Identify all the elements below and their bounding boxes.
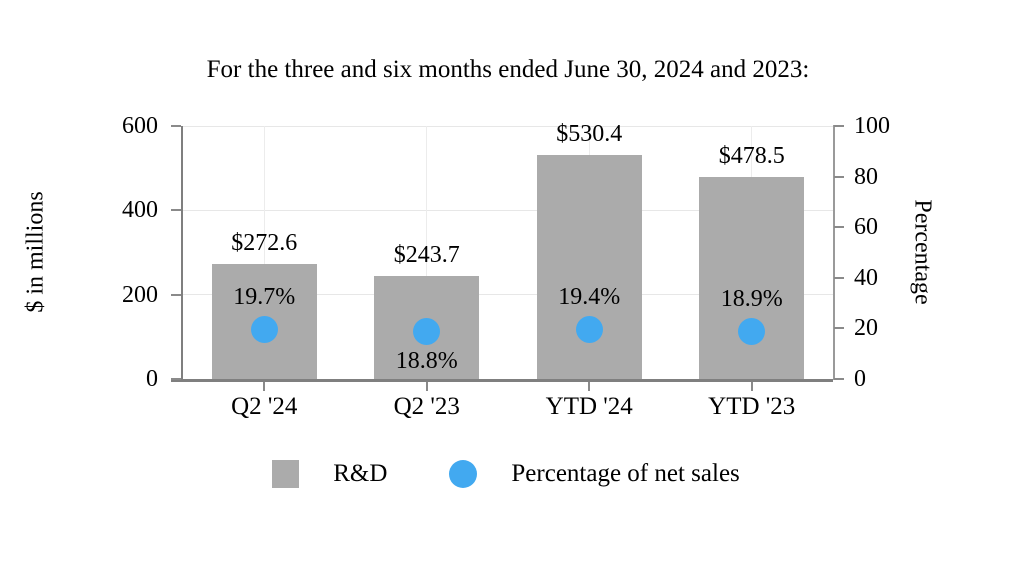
chart-legend: R&D Percentage of net sales: [0, 460, 1012, 488]
left-axis-tick: [171, 125, 181, 127]
percentage-label: 18.8%: [395, 347, 458, 374]
bottom-axis-line: [171, 379, 833, 382]
left-axis-tick-label: 200: [122, 281, 158, 308]
percentage-dot: [413, 317, 441, 345]
h-gridline: [183, 209, 833, 211]
rd-legend-swatch: [272, 460, 300, 488]
percentage-dot: [575, 316, 603, 344]
percentage-legend-label: Percentage of net sales: [511, 460, 740, 487]
rd-bar: [699, 177, 805, 379]
bar-value-label: $478.5: [718, 143, 785, 170]
x-axis-tick: [425, 381, 428, 391]
percentage-label: 19.7%: [233, 283, 296, 310]
v-gridline: [263, 126, 265, 379]
left-axis-title-text: $ in millions: [22, 191, 49, 313]
x-category-label: YTD '24: [545, 393, 633, 420]
bar-value-label: $243.7: [393, 242, 460, 269]
percentage-legend-swatch: [449, 460, 478, 488]
h-gridline: [183, 294, 833, 296]
right-axis-tick-label: 20: [854, 315, 878, 342]
x-axis-tick: [750, 381, 753, 391]
left-axis-tick-label: 0: [146, 366, 158, 392]
v-gridline: [426, 126, 428, 379]
right-axis-tick-label: 60: [854, 214, 878, 241]
left-axis-line: [181, 126, 183, 381]
right-axis-line: [833, 125, 835, 380]
left-axis-tick: [171, 293, 181, 296]
right-axis-tick: [834, 226, 844, 229]
right-axis-tick-label: 100: [854, 113, 890, 139]
h-gridline: [183, 125, 833, 127]
right-axis-tick: [834, 276, 844, 279]
x-category-label: Q2 '24: [231, 393, 298, 420]
left-axis-tick: [171, 378, 181, 380]
rd-bar: [536, 155, 642, 379]
x-axis-tick: [588, 381, 591, 391]
right-axis-tick: [834, 125, 844, 127]
right-axis-tick: [834, 175, 844, 178]
x-category-label: Q2 '23: [393, 393, 460, 420]
legend-entry-rd: R&D: [272, 460, 387, 488]
right-axis-tick: [834, 378, 844, 380]
percentage-label: 18.9%: [720, 285, 783, 312]
percentage-dot: [738, 317, 766, 345]
right-axis-tick-label: 0: [854, 366, 866, 392]
x-axis-tick: [263, 381, 266, 391]
rd-legend-label: R&D: [333, 460, 388, 487]
left-axis-tick: [171, 209, 181, 212]
bar-value-label: $272.6: [231, 230, 298, 257]
left-axis-tick-label: 400: [122, 197, 158, 224]
legend-entry-percentage: Percentage of net sales: [449, 460, 740, 488]
right-axis-tick-label: 40: [854, 264, 878, 291]
percentage-label: 19.4%: [558, 284, 621, 311]
bar-value-label: $530.4: [556, 121, 623, 148]
right-axis-tick-label: 80: [854, 163, 878, 190]
left-axis-tick-label: 600: [122, 113, 158, 139]
x-category-label: YTD '23: [708, 393, 796, 420]
right-axis-tick: [834, 327, 844, 330]
percentage-dot: [250, 315, 278, 343]
chart-title: For the three and six months ended June …: [206, 56, 810, 83]
